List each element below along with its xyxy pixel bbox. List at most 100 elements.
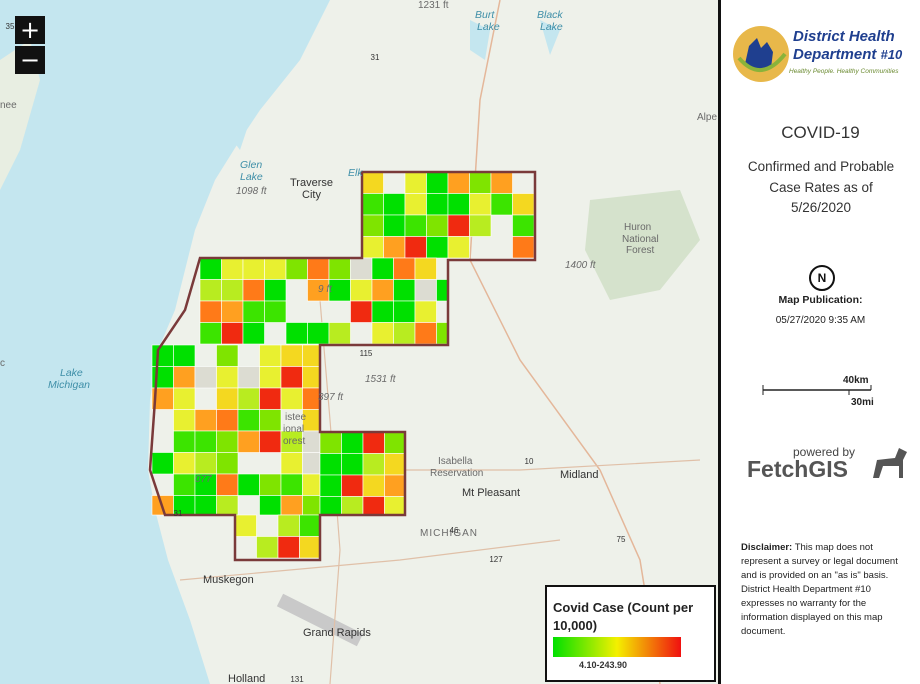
case-rate-cell: [280, 452, 303, 475]
legend-title: Covid Case (Count per 10,000): [553, 600, 694, 633]
forest-label: ional: [283, 424, 304, 435]
case-rate-cell: [319, 453, 342, 476]
route-shield: 10: [525, 457, 534, 466]
case-rate-cell: [490, 193, 513, 216]
case-rate-cell: [285, 257, 308, 280]
case-rate-cell: [361, 236, 384, 259]
case-rate-cell: [384, 431, 406, 454]
case-rate-cell: [447, 214, 470, 237]
case-rate-cell: [151, 344, 174, 367]
publication-label: Map Publication:: [778, 294, 863, 306]
north-label: N: [818, 271, 827, 285]
forest-label: istee: [285, 412, 307, 423]
publication-date: 05/27/2020 9:35 AM: [775, 315, 866, 326]
place-label: c: [0, 358, 5, 369]
case-rate-cell: [307, 257, 330, 280]
water-label: Michigan: [48, 379, 90, 391]
case-rate-cell: [350, 279, 373, 302]
legend-gradient: [553, 637, 681, 657]
water-label: Elk: [348, 167, 363, 179]
powered-by: powered by: [793, 445, 856, 459]
elevation-label: 1400 ft: [565, 260, 597, 271]
case-rate-cell: [173, 366, 196, 389]
case-rate-cell: [299, 514, 321, 537]
scale-km: 40km: [843, 375, 869, 386]
case-rate-cell: [361, 193, 384, 216]
case-rate-cell: [469, 193, 492, 216]
case-rate-cell: [371, 322, 394, 345]
case-rate-cell: [426, 236, 449, 259]
case-rate-cell: [173, 430, 196, 453]
case-rate-cell: [151, 452, 174, 475]
legend-range: 4.10-243.90: [579, 660, 628, 670]
case-rate-cell: [302, 344, 321, 367]
case-rate-cell: [299, 536, 321, 559]
case-rate-cell: [414, 279, 437, 302]
water-label: Lake: [540, 21, 563, 33]
case-rate-cell: [350, 300, 373, 323]
route-shield: 115: [360, 349, 373, 358]
case-rate-cell: [384, 474, 406, 497]
water-label: Lake: [240, 171, 263, 183]
case-rate-cell: [414, 322, 437, 345]
case-rate-cell: [302, 473, 321, 496]
case-rate-cell: [393, 279, 416, 302]
case-rate-cell: [259, 344, 282, 367]
case-rate-cell: [280, 344, 303, 367]
route-shield: 46: [450, 526, 459, 535]
case-rate-cell: [237, 366, 260, 389]
case-rate-cell: [447, 171, 470, 194]
case-rate-cell: [393, 322, 416, 345]
subtitle: Confirmed and Probable Case Rates as of …: [747, 159, 895, 215]
case-rate-cell: [199, 257, 222, 280]
case-rate-cell: [259, 473, 282, 496]
elevation-label: 1531 ft: [365, 374, 397, 385]
case-rate-cell: [341, 453, 364, 476]
water-label: Lake: [60, 367, 83, 379]
case-rate-cell: [194, 409, 217, 432]
city-label: Holland: [228, 673, 265, 684]
lake-michigan: [0, 0, 330, 684]
case-rate-cell: [194, 495, 217, 516]
elevation-label: 077: [195, 474, 212, 485]
zoom-in-button[interactable]: +: [15, 16, 45, 44]
case-rate-cell: [319, 431, 342, 454]
case-rate-cell: [216, 409, 239, 432]
city-label: City: [302, 189, 321, 201]
urban-area: [276, 593, 364, 647]
case-rate-cell: [404, 236, 427, 259]
city-label: Grand Rapids: [303, 627, 371, 639]
case-rate-cell: [221, 300, 244, 323]
case-rate-cell: [362, 453, 385, 476]
case-rate-cell: [259, 366, 282, 389]
case-rate-cell: [242, 279, 265, 302]
case-rate-cell: [404, 193, 427, 216]
case-rate-cell: [216, 430, 239, 453]
water-label: Black: [537, 9, 563, 21]
case-rate-cell: [341, 496, 364, 516]
case-rate-cell: [383, 193, 406, 216]
case-rate-cell: [216, 387, 239, 410]
case-rate-cell: [328, 322, 351, 345]
case-rate-cell: [328, 257, 351, 280]
case-rate-cell: [173, 344, 196, 367]
forest-label: orest: [283, 436, 305, 447]
case-rate-cell: [280, 387, 303, 410]
zoom-out-button[interactable]: −: [15, 46, 45, 74]
map: 1231 ft Burt Lake Black Lake 35 31 Alpe …: [0, 0, 718, 684]
case-rate-cell: [237, 473, 260, 496]
case-rate-cell: [216, 495, 239, 516]
case-rate-cell: [371, 257, 394, 280]
elevation-label: 1098 ft: [236, 186, 268, 197]
water-label: Glen: [240, 159, 262, 171]
road: [469, 0, 661, 684]
case-rate-cell: [173, 473, 196, 496]
case-rate-cell: [277, 514, 300, 537]
case-rate-cell: [319, 496, 342, 516]
case-rate-cell: [404, 214, 427, 237]
case-rate-cell: [362, 474, 385, 497]
case-rate-cell: [221, 279, 244, 302]
disclaimer: Disclaimer: This map does not represent …: [741, 542, 898, 637]
case-rate-cell: [237, 409, 260, 432]
water-label: Burt: [475, 9, 495, 21]
